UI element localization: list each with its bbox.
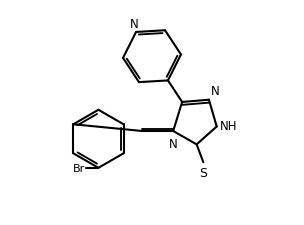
Text: N: N <box>211 85 220 98</box>
Text: S: S <box>199 166 207 179</box>
Text: NH: NH <box>219 120 237 133</box>
Text: N: N <box>169 137 178 150</box>
Text: Br: Br <box>73 163 85 173</box>
Text: N: N <box>130 18 138 31</box>
